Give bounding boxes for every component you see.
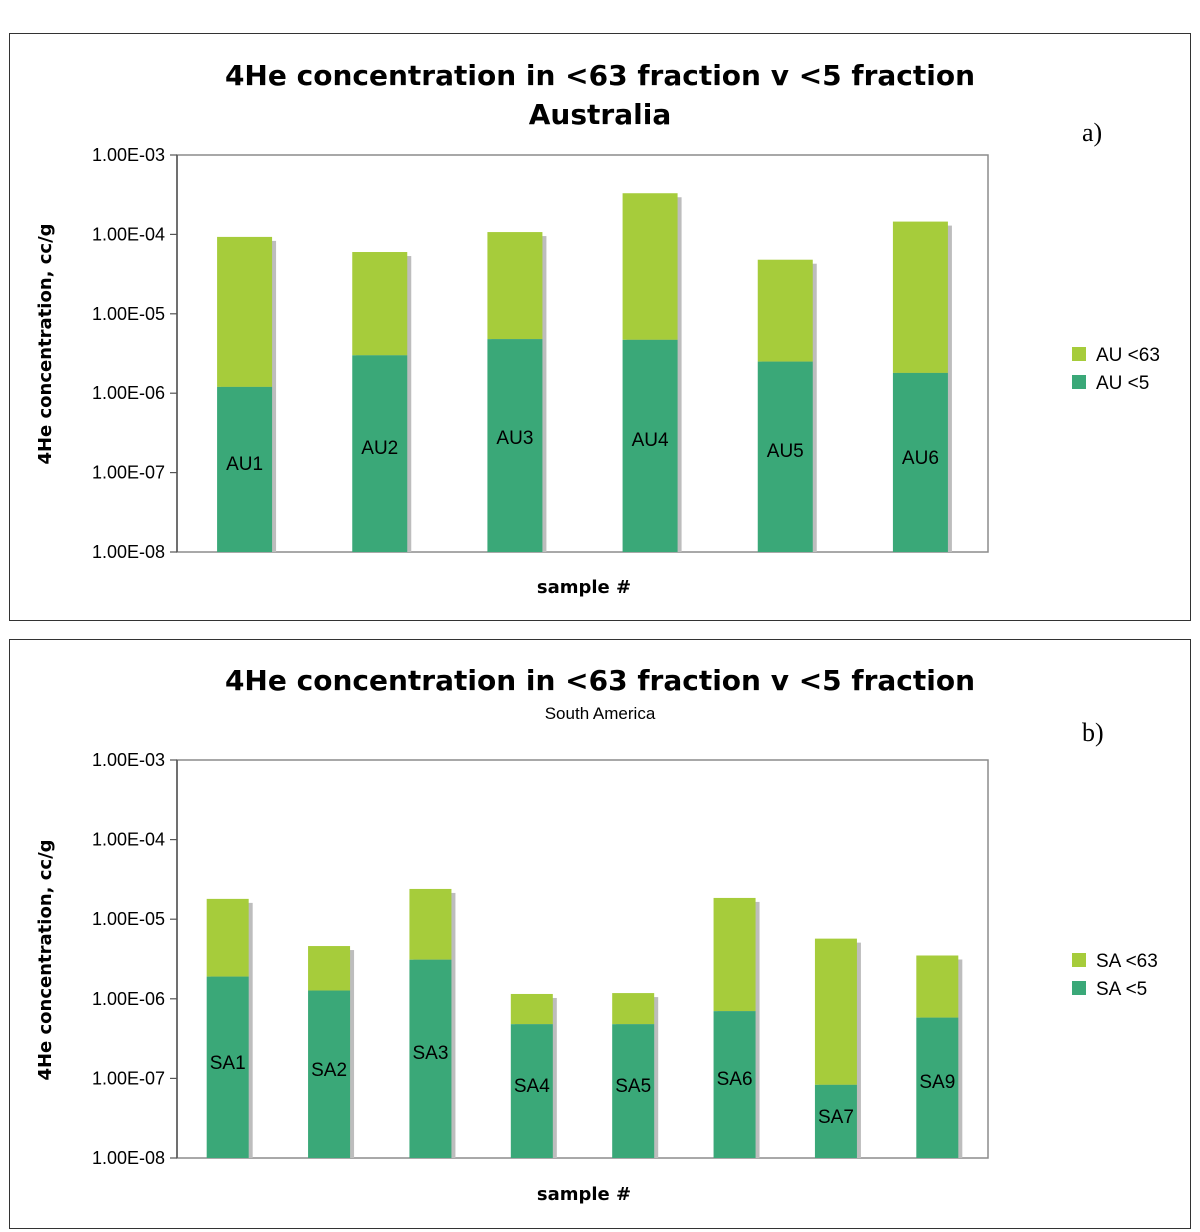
bar-sa1-fine-63 — [206, 898, 249, 977]
bar-label: AU3 — [496, 428, 533, 449]
bar-au4-fine-5 — [622, 339, 678, 552]
bar-label: AU1 — [226, 454, 263, 475]
y-tick-label: 1.00E-03 — [92, 145, 165, 165]
legend-label: AU <5 — [1096, 373, 1149, 394]
chart-subtitle: Australia — [529, 98, 671, 131]
bar-label: SA4 — [514, 1076, 550, 1097]
y-tick-label: 1.00E-08 — [92, 1148, 165, 1168]
bar-au5-fine-5 — [757, 361, 813, 552]
bar-au3-fine-5 — [487, 339, 543, 552]
bar-sa7-fine-63 — [814, 938, 857, 1085]
y-axis-title: 4He concentration, cc/g — [35, 839, 56, 1080]
bar-label: AU5 — [767, 441, 804, 462]
bar-sa5-fine-63 — [612, 993, 655, 1025]
bar-sa7-fine-5 — [814, 1084, 857, 1158]
legend-swatch — [1072, 953, 1086, 967]
bar-au3-fine-63 — [487, 232, 543, 340]
chart-panel-australia: 4He concentration in <63 fraction v <5 f… — [9, 33, 1191, 621]
bar-sa6-fine-5 — [713, 1011, 756, 1158]
bar-label: AU4 — [632, 430, 669, 451]
x-axis-title: sample # — [537, 1184, 631, 1205]
legend-swatch — [1072, 347, 1086, 361]
legend-label: AU <63 — [1096, 345, 1160, 366]
bar-sa6-fine-63 — [713, 897, 756, 1012]
bar-label: SA3 — [412, 1043, 448, 1064]
y-tick-label: 1.00E-03 — [92, 750, 165, 770]
chart-subtitle: South America — [545, 704, 656, 723]
bar-au1-fine-5 — [217, 386, 273, 552]
bar-sa2-fine-5 — [308, 990, 351, 1158]
y-tick-label: 1.00E-05 — [92, 909, 165, 929]
bar-sa1-fine-5 — [206, 976, 249, 1158]
legend: AU <63 AU <5 — [1072, 345, 1160, 394]
plot-frame — [176, 759, 989, 1159]
bar-sa3-fine-5 — [409, 959, 452, 1158]
y-tick-label: 1.00E-05 — [92, 304, 165, 324]
legend-swatch — [1072, 981, 1086, 995]
y-tick-label: 1.00E-04 — [92, 830, 165, 850]
chart-panel-south-america: 4He concentration in <63 fraction v <5 f… — [9, 639, 1191, 1229]
chart-marks: 1.00E-08 1.00E-07 1.00E-06 1.00E-05 1.00E-04… — [92, 145, 989, 562]
bar-label: SA9 — [919, 1072, 955, 1093]
bar-sa4-fine-5 — [510, 1024, 553, 1158]
legend-label: SA <63 — [1096, 951, 1158, 972]
chart-title: 4He concentration in <63 fraction v <5 f… — [225, 59, 975, 92]
bar-sa3-fine-63 — [409, 888, 452, 960]
bar-au5-fine-63 — [757, 259, 813, 362]
legend-swatch — [1072, 375, 1086, 389]
plot-frame — [176, 154, 989, 553]
y-tick-label: 1.00E-07 — [92, 463, 165, 483]
bar-label: AU2 — [361, 438, 398, 459]
bar-label: SA2 — [311, 1060, 347, 1081]
bar-label: AU6 — [902, 448, 939, 469]
bar-label: SA7 — [818, 1107, 854, 1128]
y-tick-label: 1.00E-07 — [92, 1068, 165, 1088]
bar-au6-fine-63 — [892, 221, 948, 373]
bar-au4-fine-63 — [622, 193, 678, 340]
bar-label: SA5 — [615, 1076, 651, 1097]
bar-sa4-fine-63 — [510, 993, 553, 1025]
y-tick-label: 1.00E-04 — [92, 224, 165, 244]
y-tick-label: 1.00E-06 — [92, 989, 165, 1009]
chart-title: 4He concentration in <63 fraction v <5 f… — [225, 664, 975, 697]
chart-australia: 4He concentration in <63 fraction v <5 f… — [35, 59, 1160, 598]
bar-sa9-fine-63 — [916, 955, 959, 1018]
y-tick-label: 1.00E-08 — [92, 542, 165, 562]
y-tick-label: 1.00E-06 — [92, 383, 165, 403]
bar-sa9-fine-5 — [916, 1017, 959, 1158]
bar-label: SA1 — [210, 1053, 246, 1074]
bar-sa5-fine-5 — [612, 1024, 655, 1158]
panel-letter: a) — [1082, 118, 1102, 147]
x-axis-title: sample # — [537, 577, 631, 598]
bar-au2-fine-63 — [352, 252, 408, 356]
bar-sa2-fine-63 — [308, 946, 351, 991]
panel-letter: b) — [1082, 718, 1104, 747]
chart-marks: 1.00E-08 1.00E-07 1.00E-06 1.00E-05 1.00E-04… — [92, 750, 989, 1168]
legend-label: SA <5 — [1096, 979, 1147, 1000]
bar-label: SA6 — [717, 1069, 753, 1090]
chart-south-america: 4He concentration in <63 fraction v <5 f… — [35, 664, 1158, 1205]
bar-au6-fine-5 — [892, 372, 948, 552]
y-axis-title: 4He concentration, cc/g — [35, 223, 56, 464]
bar-au1-fine-63 — [217, 236, 273, 387]
legend: SA <63 SA <5 — [1072, 951, 1158, 1000]
bar-au2-fine-5 — [352, 355, 408, 552]
